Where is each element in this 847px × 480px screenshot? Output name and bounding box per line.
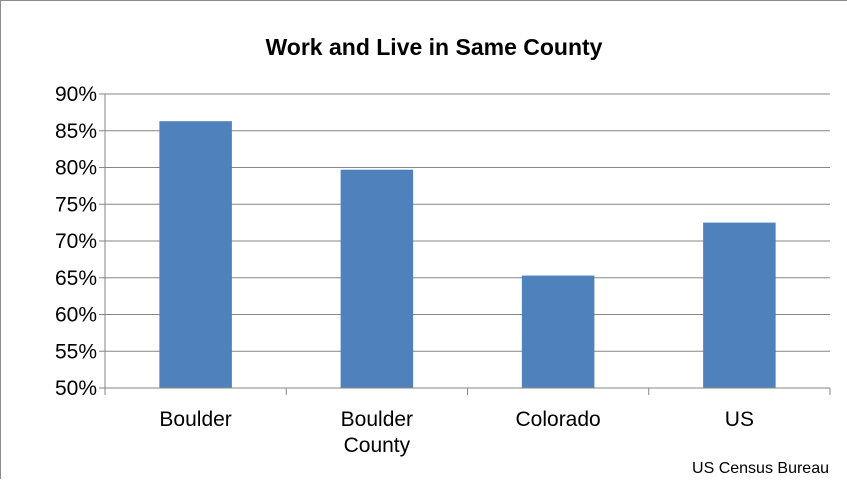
x-tick-label: Boulder xyxy=(159,408,231,431)
bar xyxy=(159,121,232,388)
y-tick-label: 80% xyxy=(55,157,97,180)
x-tick-label: Colorado xyxy=(516,408,601,431)
y-tick-label: 60% xyxy=(55,304,97,327)
y-tick-label: 50% xyxy=(55,377,97,400)
x-axis-labels: Boulder Boulder County Colorado US xyxy=(159,408,754,457)
bar xyxy=(521,275,595,388)
bars xyxy=(159,121,776,388)
y-tick-label: 55% xyxy=(55,340,97,363)
y-tick-label: 90% xyxy=(55,83,97,106)
y-axis-ticks: 50% 55% 60% 65% 70% 75% 80% 85% 90% xyxy=(55,83,105,400)
chart-title: Work and Live in Same County xyxy=(266,34,603,60)
x-tick-label: US xyxy=(725,408,754,431)
y-tick-label: 85% xyxy=(55,120,97,143)
y-tick-label: 65% xyxy=(55,267,97,290)
x-tick-label: Boulder County xyxy=(341,408,413,457)
x-axis xyxy=(104,94,831,395)
y-tick-label: 70% xyxy=(55,230,97,253)
y-tick-label: 75% xyxy=(55,193,97,216)
bar xyxy=(340,169,414,388)
bar xyxy=(703,222,776,388)
source-note: US Census Bureau xyxy=(692,460,829,477)
